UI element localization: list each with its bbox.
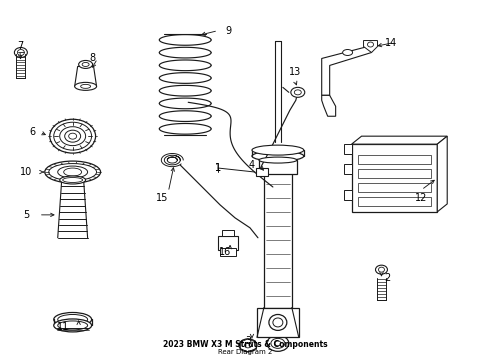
Bar [358,197,431,206]
Polygon shape [58,180,88,238]
Text: 2: 2 [384,273,391,283]
Ellipse shape [368,42,373,47]
Ellipse shape [239,339,257,352]
Ellipse shape [54,319,92,332]
Ellipse shape [294,90,301,95]
Polygon shape [364,41,377,53]
Bar [358,155,431,164]
Ellipse shape [74,82,97,90]
Text: 15: 15 [156,193,169,203]
Text: 16: 16 [219,247,231,257]
Text: 10: 10 [20,167,32,177]
Text: 13: 13 [289,67,301,77]
Ellipse shape [60,176,86,184]
Ellipse shape [252,151,304,161]
Ellipse shape [64,168,82,176]
Ellipse shape [45,161,100,183]
Ellipse shape [245,343,251,348]
Ellipse shape [343,50,353,55]
Polygon shape [437,136,447,212]
Ellipse shape [58,315,88,324]
Ellipse shape [259,157,297,163]
Text: Rear Diagram 2: Rear Diagram 2 [218,349,272,355]
Polygon shape [322,45,371,95]
Text: 5: 5 [23,210,29,220]
Ellipse shape [78,60,93,68]
Bar [256,168,268,176]
Bar [220,248,236,256]
Ellipse shape [58,321,88,330]
Text: 12: 12 [415,193,427,203]
Bar [358,169,431,178]
Bar [259,160,297,174]
Bar [222,230,234,236]
Ellipse shape [17,50,24,55]
Ellipse shape [252,145,304,155]
Polygon shape [343,144,352,154]
Text: 1: 1 [215,163,221,173]
Polygon shape [322,95,336,116]
Text: 11: 11 [56,323,69,332]
Text: 14: 14 [385,37,397,48]
Text: 1: 1 [215,163,221,173]
Ellipse shape [14,48,27,58]
Text: 6: 6 [30,127,36,137]
Bar [358,183,431,192]
Ellipse shape [275,341,281,346]
Ellipse shape [69,133,76,139]
Ellipse shape [378,267,385,272]
Ellipse shape [50,119,96,153]
Ellipse shape [375,265,388,274]
Ellipse shape [267,336,289,351]
Ellipse shape [54,312,92,327]
Ellipse shape [60,127,86,146]
Polygon shape [352,136,447,144]
Ellipse shape [82,62,89,67]
Text: 2023 BMW X3 M Struts & Components: 2023 BMW X3 M Struts & Components [163,340,327,349]
Text: 7: 7 [17,41,23,50]
Text: 9: 9 [225,26,231,36]
Polygon shape [343,190,352,200]
Polygon shape [74,67,97,86]
Ellipse shape [81,84,91,88]
Text: 4: 4 [249,160,255,170]
Bar [264,160,292,307]
Ellipse shape [58,166,88,178]
Ellipse shape [65,130,81,142]
Bar [257,307,299,337]
Bar [218,236,238,250]
Text: 8: 8 [90,54,96,63]
Ellipse shape [273,318,283,327]
Ellipse shape [291,87,305,97]
Ellipse shape [63,177,83,183]
Polygon shape [343,164,352,174]
Bar [352,144,437,212]
Ellipse shape [269,315,287,330]
Ellipse shape [54,122,92,150]
Text: 3: 3 [245,336,251,346]
Ellipse shape [271,338,285,348]
Ellipse shape [49,163,97,180]
